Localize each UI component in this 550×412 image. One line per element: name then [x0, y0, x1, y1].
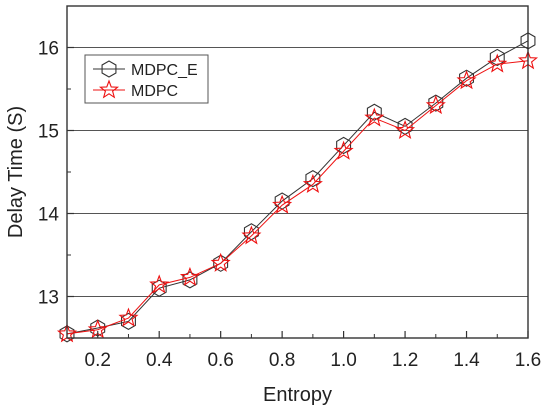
x-tick-label: 1.6 — [515, 350, 541, 371]
x-tick-label: 0.6 — [207, 350, 233, 371]
data-point — [428, 94, 444, 112]
legend-label: MDPC_E — [131, 62, 198, 79]
axis-ticks: 0.2 0.4 0.6 0.8 1.0 1.2 1.4 1.6 13 14 15 16 — [38, 5, 541, 371]
legend-label: MDPC — [131, 83, 178, 100]
x-tick-label: 0.2 — [85, 350, 111, 371]
data-point — [302, 173, 323, 193]
data-point — [305, 170, 321, 188]
data-point — [272, 194, 293, 214]
legend-item: MDPC — [93, 79, 178, 100]
y-tick-label: 13 — [38, 288, 59, 309]
x-axis-title: Entropy — [263, 384, 332, 406]
legend-item: MDPC_E — [93, 60, 198, 79]
x-tick-label: 1.2 — [392, 350, 418, 371]
data-point — [364, 107, 385, 127]
data-point — [149, 274, 170, 294]
gridlines — [67, 47, 528, 297]
data-point — [118, 307, 139, 327]
data-point — [489, 48, 505, 67]
data-point — [425, 95, 446, 115]
series-line — [66, 60, 529, 335]
series-line — [66, 40, 529, 335]
data-point — [210, 252, 231, 272]
legend-marker — [98, 79, 120, 99]
y-axis-title: Delay Time (S) — [5, 106, 27, 238]
data-point — [179, 266, 200, 286]
data-point — [120, 312, 136, 331]
data-point — [333, 140, 354, 160]
x-tick-label: 0.4 — [146, 350, 173, 371]
data-point — [336, 136, 352, 155]
series-mdpc — [56, 50, 539, 343]
x-tick-label: 1.4 — [453, 350, 480, 371]
data-point — [459, 69, 475, 87]
legend-items: MDPC_E MDPC — [93, 60, 198, 100]
legend-marker — [101, 60, 117, 78]
x-tick-label: 1.0 — [330, 350, 356, 371]
data-point — [366, 103, 382, 121]
x-tick-label: 0.8 — [269, 350, 295, 371]
data-point — [213, 254, 229, 272]
data-point — [151, 279, 167, 297]
y-tick-label: 15 — [38, 122, 59, 143]
data-point — [487, 53, 508, 73]
y-tick-label: 16 — [38, 39, 59, 60]
series-layer — [56, 32, 539, 343]
legend: MDPC_E MDPC — [84, 54, 209, 104]
data-point — [59, 325, 75, 343]
y-tick-label: 14 — [38, 205, 60, 226]
data-point — [241, 225, 262, 245]
data-point — [456, 70, 477, 90]
data-point — [395, 119, 416, 140]
